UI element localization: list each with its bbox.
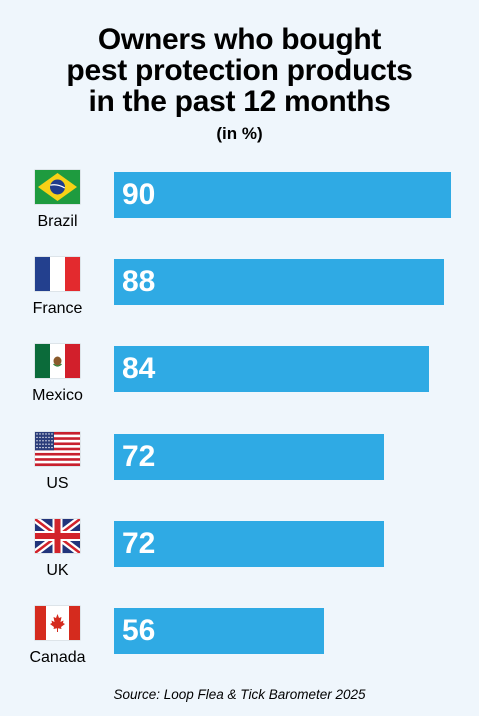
data-label: 84	[122, 352, 156, 386]
flag-mexico-icon	[35, 344, 80, 379]
data-label: 88	[122, 265, 156, 299]
bar	[114, 172, 451, 218]
data-label: 72	[122, 439, 156, 473]
chart-subtitle: (in %)	[216, 124, 263, 143]
source-note: Source: Loop Flea & Tick Barometer 2025	[113, 687, 366, 702]
bar	[114, 346, 429, 393]
bar	[114, 608, 324, 654]
flag-france-icon	[35, 257, 80, 292]
category-label: France	[32, 300, 83, 318]
bar-row-mexico: Mexico 84	[0, 344, 479, 426]
data-label: 56	[122, 614, 156, 647]
bar-row-brazil: Brazil 90	[0, 170, 479, 252]
flag-brazil-icon	[35, 170, 80, 204]
bar-row-canada: Canada 56	[0, 606, 479, 688]
bar	[114, 520, 384, 567]
bar-row-france: France 88	[0, 257, 479, 339]
flag-canada-icon	[35, 606, 80, 640]
title-line-1: Owners who bought	[97, 23, 382, 56]
title-line-3: in the past 12 months	[88, 85, 391, 118]
category-label: Mexico	[32, 387, 83, 405]
bar-row-uk: UK 72	[0, 518, 479, 601]
chart-title: Owners who bought pest protection produc…	[0, 24, 479, 117]
bar	[114, 259, 444, 306]
category-label: Brazil	[37, 213, 78, 230]
category-label: US	[46, 474, 69, 492]
bar-row-us: US 72	[0, 431, 479, 514]
category-label: Canada	[29, 649, 86, 666]
flag-uk-icon	[35, 518, 80, 553]
title-line-2: pest protection products	[66, 54, 413, 87]
flag-us-icon	[35, 431, 80, 466]
data-label: 72	[122, 526, 156, 560]
category-label: UK	[46, 561, 69, 579]
data-label: 90	[122, 178, 156, 211]
bar	[114, 433, 384, 480]
